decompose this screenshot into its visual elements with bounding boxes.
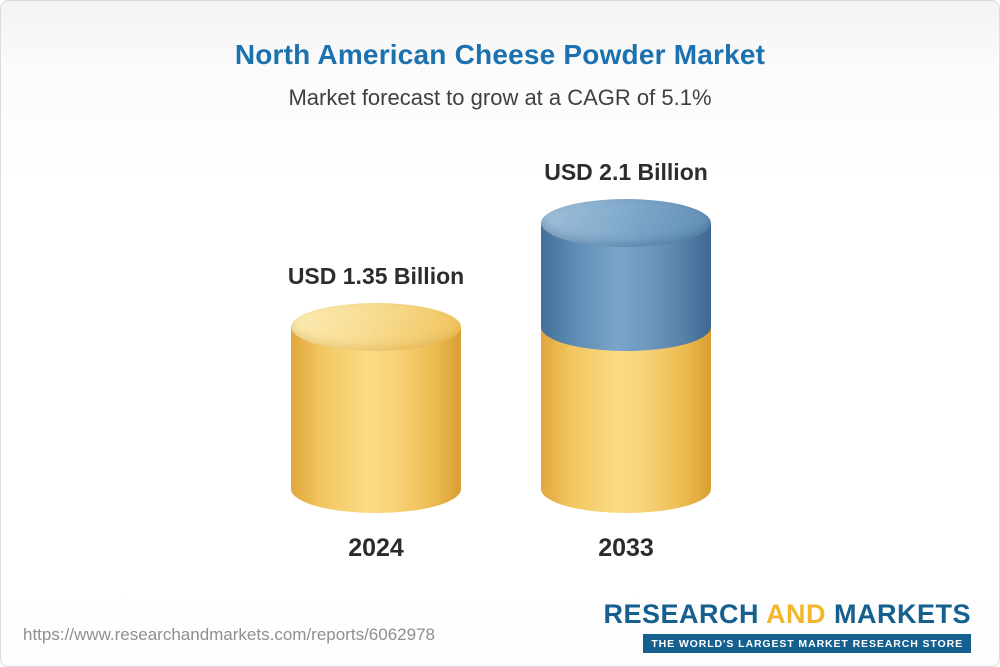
value-label-2024: USD 1.35 Billion	[287, 262, 465, 289]
logo-word-research: RESEARCH	[603, 599, 759, 629]
logo-word-and: AND	[765, 599, 826, 629]
logo-tagline: THE WORLD'S LARGEST MARKET RESEARCH STOR…	[643, 634, 971, 653]
value-label-2033: USD 2.1 Billion	[544, 159, 708, 186]
chart-header: North American Cheese Powder Market Mark…	[1, 39, 999, 111]
logo-wordmark: RESEARCH AND MARKETS	[603, 599, 971, 630]
research-and-markets-logo: RESEARCH AND MARKETS THE WORLD'S LARGEST…	[603, 599, 971, 653]
chart-title: North American Cheese Powder Market	[234, 39, 766, 70]
bar-2024-top-ellipse	[291, 302, 461, 351]
bar-2024	[291, 302, 461, 513]
bar-2024-body	[291, 326, 461, 513]
logo-word-markets: MARKETS	[834, 599, 971, 629]
bar-2033-top-ellipse	[541, 199, 711, 248]
bar-2033	[541, 199, 711, 513]
axis-label-2024: 2024	[348, 534, 404, 562]
axis-label-2033: 2033	[598, 534, 654, 562]
source-url-link[interactable]: https://www.researchandmarkets.com/repor…	[23, 625, 435, 644]
chart-subtitle: Market forecast to grow at a CAGR of 5.1…	[288, 85, 712, 110]
